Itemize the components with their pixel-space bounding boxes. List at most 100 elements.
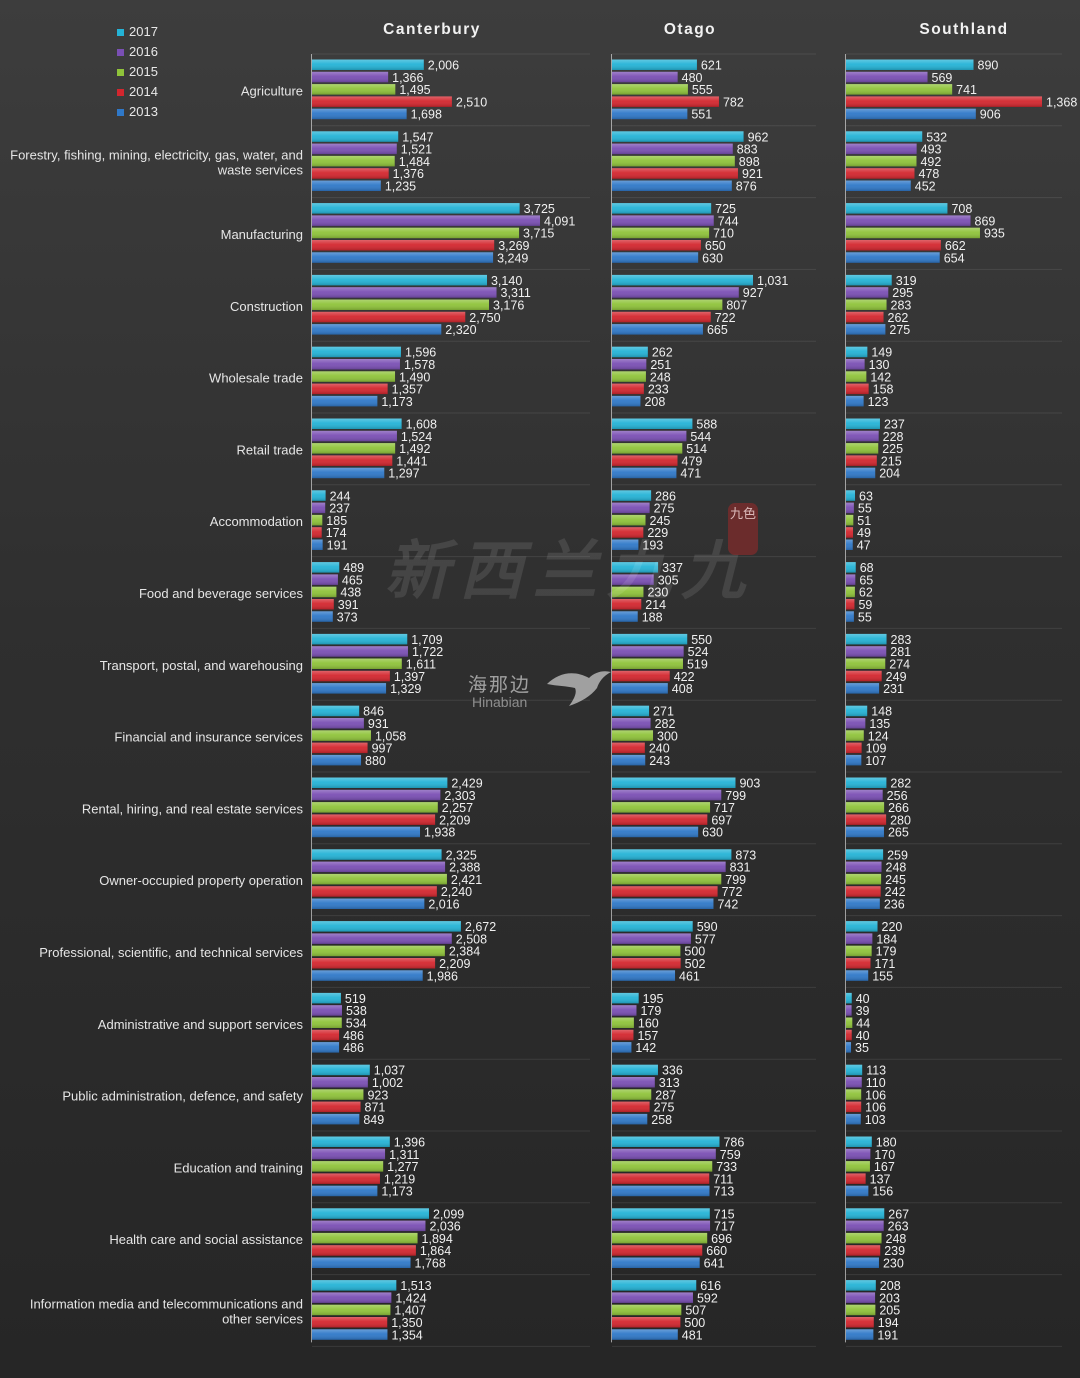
value-label: 208 xyxy=(880,1279,901,1293)
value-label: 275 xyxy=(889,323,910,337)
bar-highlight xyxy=(846,287,889,298)
value-label: 715 xyxy=(714,1207,735,1221)
value-label: 538 xyxy=(346,1004,367,1018)
value-label: 287 xyxy=(655,1088,676,1102)
value-label: 641 xyxy=(704,1257,725,1271)
value-label: 2,320 xyxy=(445,323,476,337)
bar-highlight xyxy=(846,490,856,501)
value-label: 1,768 xyxy=(415,1257,446,1271)
value-label: 551 xyxy=(691,108,712,122)
value-label: 592 xyxy=(697,1291,718,1305)
bar-highlight xyxy=(846,71,928,83)
bar-highlight xyxy=(612,873,722,885)
bar-highlight xyxy=(312,215,540,226)
value-label: 109 xyxy=(866,742,887,756)
bar-highlight xyxy=(612,252,699,263)
region-header-otago: Otago xyxy=(664,21,716,38)
category-label: Owner-occupied property operation xyxy=(99,873,303,888)
bar-highlight xyxy=(846,527,854,538)
value-label: 1,698 xyxy=(411,108,442,122)
bar-highlight xyxy=(312,1317,388,1328)
bar-highlight xyxy=(612,215,714,226)
bar-highlight xyxy=(612,443,683,454)
value-label: 194 xyxy=(878,1316,899,1330)
bar-highlight xyxy=(846,1317,874,1328)
bar-highlight xyxy=(312,933,452,944)
bar-highlight xyxy=(312,562,340,573)
bar-highlight xyxy=(312,646,408,657)
bar-highlight xyxy=(612,59,697,70)
bar-highlight xyxy=(846,383,869,395)
bar-highlight xyxy=(612,826,699,838)
value-label: 171 xyxy=(875,957,896,971)
value-label: 106 xyxy=(865,1101,886,1115)
bar-highlight xyxy=(312,346,401,358)
bar-highlight xyxy=(846,455,877,466)
bar-highlight xyxy=(312,180,381,191)
bar-highlight xyxy=(846,705,868,717)
bar-highlight xyxy=(612,1257,700,1268)
value-label: 267 xyxy=(888,1207,909,1221)
value-label: 1,490 xyxy=(399,370,430,384)
value-label: 519 xyxy=(345,992,366,1006)
bar-highlight xyxy=(846,789,883,801)
region-headers: Canterbury Otago Southland xyxy=(383,21,1007,38)
value-label: 2,388 xyxy=(449,861,480,875)
bar-highlight xyxy=(312,670,390,682)
value-label: 258 xyxy=(651,1113,672,1127)
value-label: 244 xyxy=(330,489,351,503)
value-label: 1,350 xyxy=(391,1316,422,1330)
value-label: 266 xyxy=(888,801,909,815)
bar-highlight xyxy=(846,240,941,251)
value-label: 51 xyxy=(857,514,871,528)
bar-highlight xyxy=(312,754,362,766)
value-label: 160 xyxy=(638,1017,659,1031)
value-label: 744 xyxy=(718,214,739,228)
bar-highlight xyxy=(846,395,864,407)
bar-highlight xyxy=(612,371,646,382)
bar-highlight xyxy=(612,359,647,370)
value-label: 883 xyxy=(737,143,758,157)
bar-highlight xyxy=(846,227,980,239)
value-label: 208 xyxy=(644,395,665,409)
bar-highlight xyxy=(612,1173,710,1184)
value-label: 155 xyxy=(872,969,893,983)
value-label: 906 xyxy=(980,108,1001,122)
value-label: 921 xyxy=(742,167,763,181)
bar-highlight xyxy=(312,705,360,717)
value-label: 240 xyxy=(649,742,670,756)
value-label: 3,140 xyxy=(491,274,522,288)
value-label: 2,209 xyxy=(439,813,470,827)
category-label: Financial and insurance services xyxy=(114,730,303,745)
bar-highlight xyxy=(612,108,688,120)
category-label: Professional, scientific, and technical … xyxy=(39,945,303,960)
bar-highlight xyxy=(846,562,856,573)
value-label: 1,173 xyxy=(381,1185,412,1199)
region-header-canterbury: Canterbury xyxy=(383,21,481,38)
bar-highlight xyxy=(312,826,421,838)
value-label: 722 xyxy=(715,311,736,325)
category-label: Food and beverage services xyxy=(139,586,304,601)
bar-highlight xyxy=(846,1136,872,1147)
value-label: 481 xyxy=(682,1328,703,1342)
bar-highlight xyxy=(846,215,971,226)
value-label: 1,366 xyxy=(392,71,423,85)
value-label: 2,240 xyxy=(441,885,472,899)
bar-highlight xyxy=(612,789,722,801)
bar-highlight xyxy=(312,789,441,801)
bar-highlight xyxy=(612,945,681,957)
bar-highlight xyxy=(846,203,948,214)
value-label: 590 xyxy=(697,920,718,934)
value-label: 130 xyxy=(869,358,890,372)
bar-highlight xyxy=(612,611,638,622)
bar-highlight xyxy=(312,574,338,585)
value-label: 741 xyxy=(956,83,977,97)
